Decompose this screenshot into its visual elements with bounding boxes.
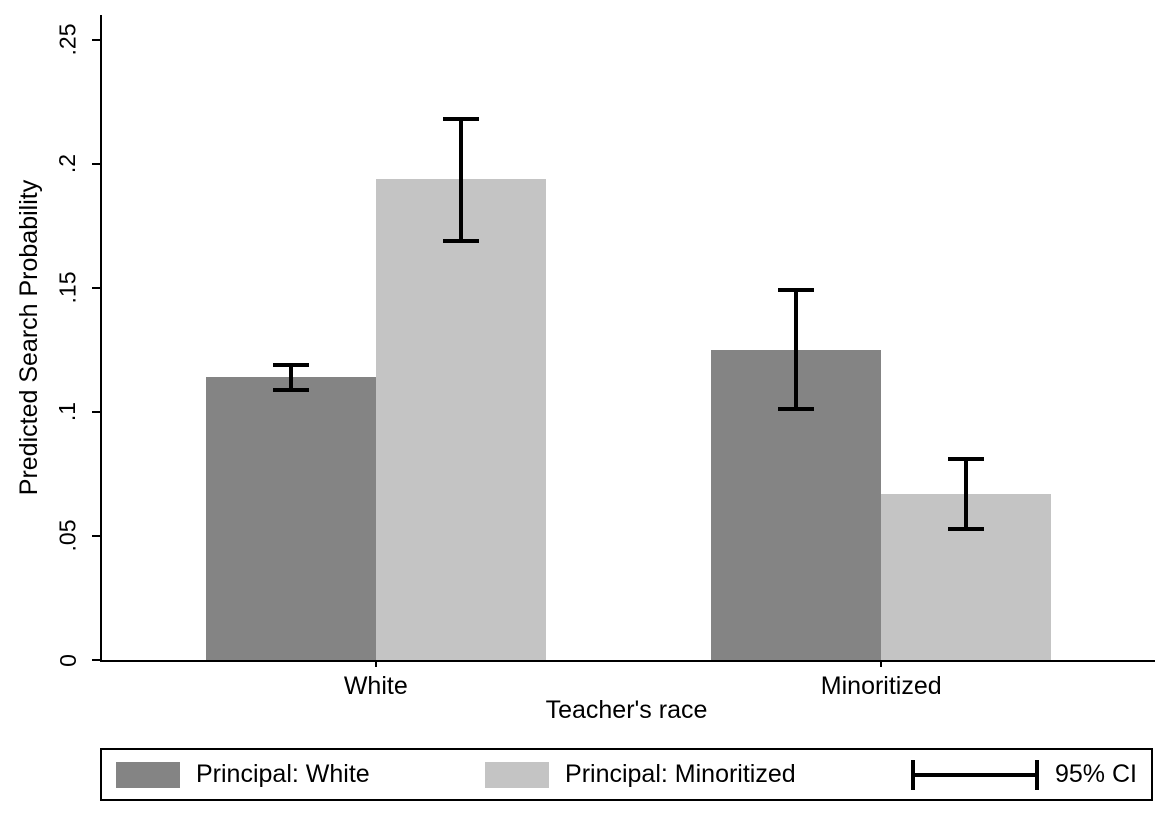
y-tick-label: .25 (54, 23, 81, 56)
error-bar-cap-top (948, 457, 985, 462)
ci-cap-right (1035, 759, 1039, 790)
y-tick-label-box: .2 (44, 104, 92, 224)
x-tick-label-minoritized: Minoritized (820, 672, 942, 700)
x-tick-label-white: White (343, 672, 408, 700)
error-bar-line (794, 290, 799, 410)
error-bar-cap-bottom (272, 387, 309, 392)
y-tick-mark (92, 534, 100, 537)
y-tick-mark (92, 286, 100, 289)
y-tick-label-box: .15 (44, 228, 92, 348)
error-bar-line (964, 459, 969, 529)
legend-label-principal-white: Principal: White (196, 760, 370, 788)
legend: Principal: White Principal: Minoritized 95… (100, 748, 1153, 801)
x-tick-mark (374, 660, 377, 667)
legend-swatch-principal-white (116, 761, 180, 788)
error-bar-cap-bottom (442, 238, 479, 243)
y-tick-label: .1 (54, 402, 81, 422)
error-bar-line (458, 119, 463, 241)
ci-label: 95% CI (1055, 760, 1137, 788)
error-bar-cap-bottom (778, 407, 815, 412)
legend-label-principal-minoritized: Principal: Minoritized (565, 760, 796, 788)
x-axis-title: Teacher's race (545, 696, 708, 724)
ci-line (915, 772, 1035, 777)
y-tick-label-box: .25 (44, 0, 92, 100)
y-tick-label: .05 (54, 519, 81, 552)
legend-ci-entry: 95% CI (911, 759, 1137, 790)
plot-area: 0 .05 .1 .15 .2 .25 White Minoritized (54, 15, 1155, 700)
y-tick-label: 0 (54, 653, 81, 667)
x-tick-mark (880, 660, 883, 667)
y-tick-label-box: 0 (44, 600, 92, 720)
y-tick-mark (92, 162, 100, 165)
bar-principal-minoritized-white (375, 178, 546, 660)
y-tick-label: .15 (54, 271, 81, 304)
y-tick-mark (92, 659, 100, 661)
y-tick-label-box: .1 (44, 352, 92, 472)
y-tick-mark (92, 410, 100, 413)
ci-symbol (911, 759, 1039, 790)
ci-cap-left (911, 759, 915, 790)
legend-entry-principal-white: Principal: White (116, 760, 370, 789)
legend-entry-principal-minoritized: Principal: Minoritized (485, 760, 796, 789)
legend-swatch-principal-minoritized (485, 761, 550, 788)
bar-principal-white-white (205, 377, 376, 660)
error-bar-cap-top (272, 362, 309, 367)
y-tick-mark (92, 38, 100, 41)
y-axis-title: Predicted Search Probability (15, 179, 44, 496)
error-bar-cap-top (778, 288, 815, 293)
y-tick-label: .2 (54, 154, 81, 174)
error-bar-line (288, 364, 293, 390)
y-tick-label-box: .05 (44, 476, 92, 596)
error-bar-cap-bottom (948, 526, 985, 531)
error-bar-cap-top (442, 117, 479, 122)
